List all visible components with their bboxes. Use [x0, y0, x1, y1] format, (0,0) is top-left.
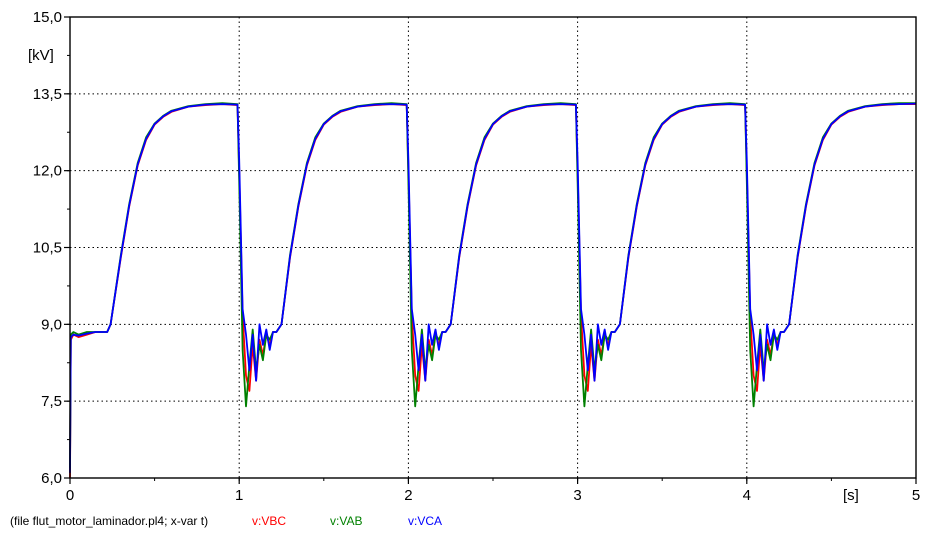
series-line-vca — [69, 102, 917, 473]
legend-entry-vca: v:VCA — [408, 514, 442, 528]
series-layer — [69, 102, 917, 479]
footer-legend: (file flut_motor_laminador.pl4; x-var t)… — [10, 514, 442, 528]
series-line-vbc — [69, 103, 916, 479]
x-tick-label: 2 — [404, 487, 412, 504]
footer-file-text: (file flut_motor_laminador.pl4; x-var t) — [10, 514, 208, 528]
x-tick-label: 1 — [235, 487, 243, 504]
y-tick-label: 7,5 — [41, 393, 62, 410]
x-tick-label: 5 — [912, 487, 920, 504]
x-tick-label: 3 — [573, 487, 581, 504]
y-tick-label: 13,5 — [33, 86, 62, 103]
legend-entry-vbc: v:VBC — [252, 514, 286, 528]
y-tick-label: 10,5 — [33, 240, 62, 257]
legend-entry-vab: v:VAB — [330, 514, 362, 528]
y-tick-label: 12,0 — [33, 163, 62, 180]
ticks: 6,0 7,5 9,0 10,5 12,0 13,5 15,0 0 1 2 3 4 5 — [33, 9, 920, 504]
y-tick-label: 9,0 — [41, 316, 62, 333]
x-tick-label: 4 — [743, 487, 751, 504]
series-line-vab — [69, 102, 916, 468]
y-unit-label: [kV] — [28, 47, 54, 64]
y-tick-label: 15,0 — [33, 9, 62, 26]
x-unit-label: [s] — [843, 487, 859, 504]
x-tick-label: 0 — [66, 487, 74, 504]
grid — [70, 17, 916, 478]
y-tick-label: 6,0 — [41, 470, 62, 487]
